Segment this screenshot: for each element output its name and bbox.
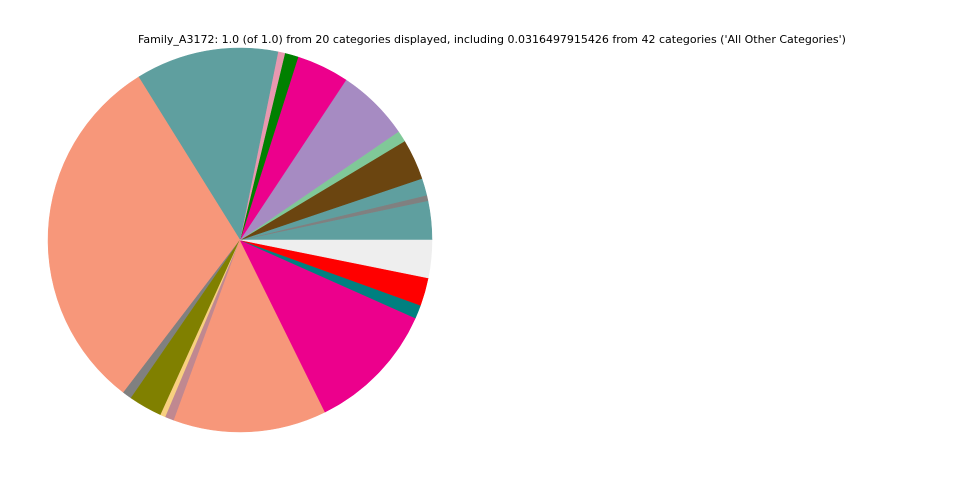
chart-title: Family_A3172: 1.0 (of 1.0) from 20 categ… [138, 33, 846, 46]
pie-slice [173, 239, 326, 433]
pie-slice [239, 239, 416, 413]
pie-slice [47, 76, 241, 393]
pie-slice [239, 239, 433, 279]
pie-slice [138, 47, 279, 241]
